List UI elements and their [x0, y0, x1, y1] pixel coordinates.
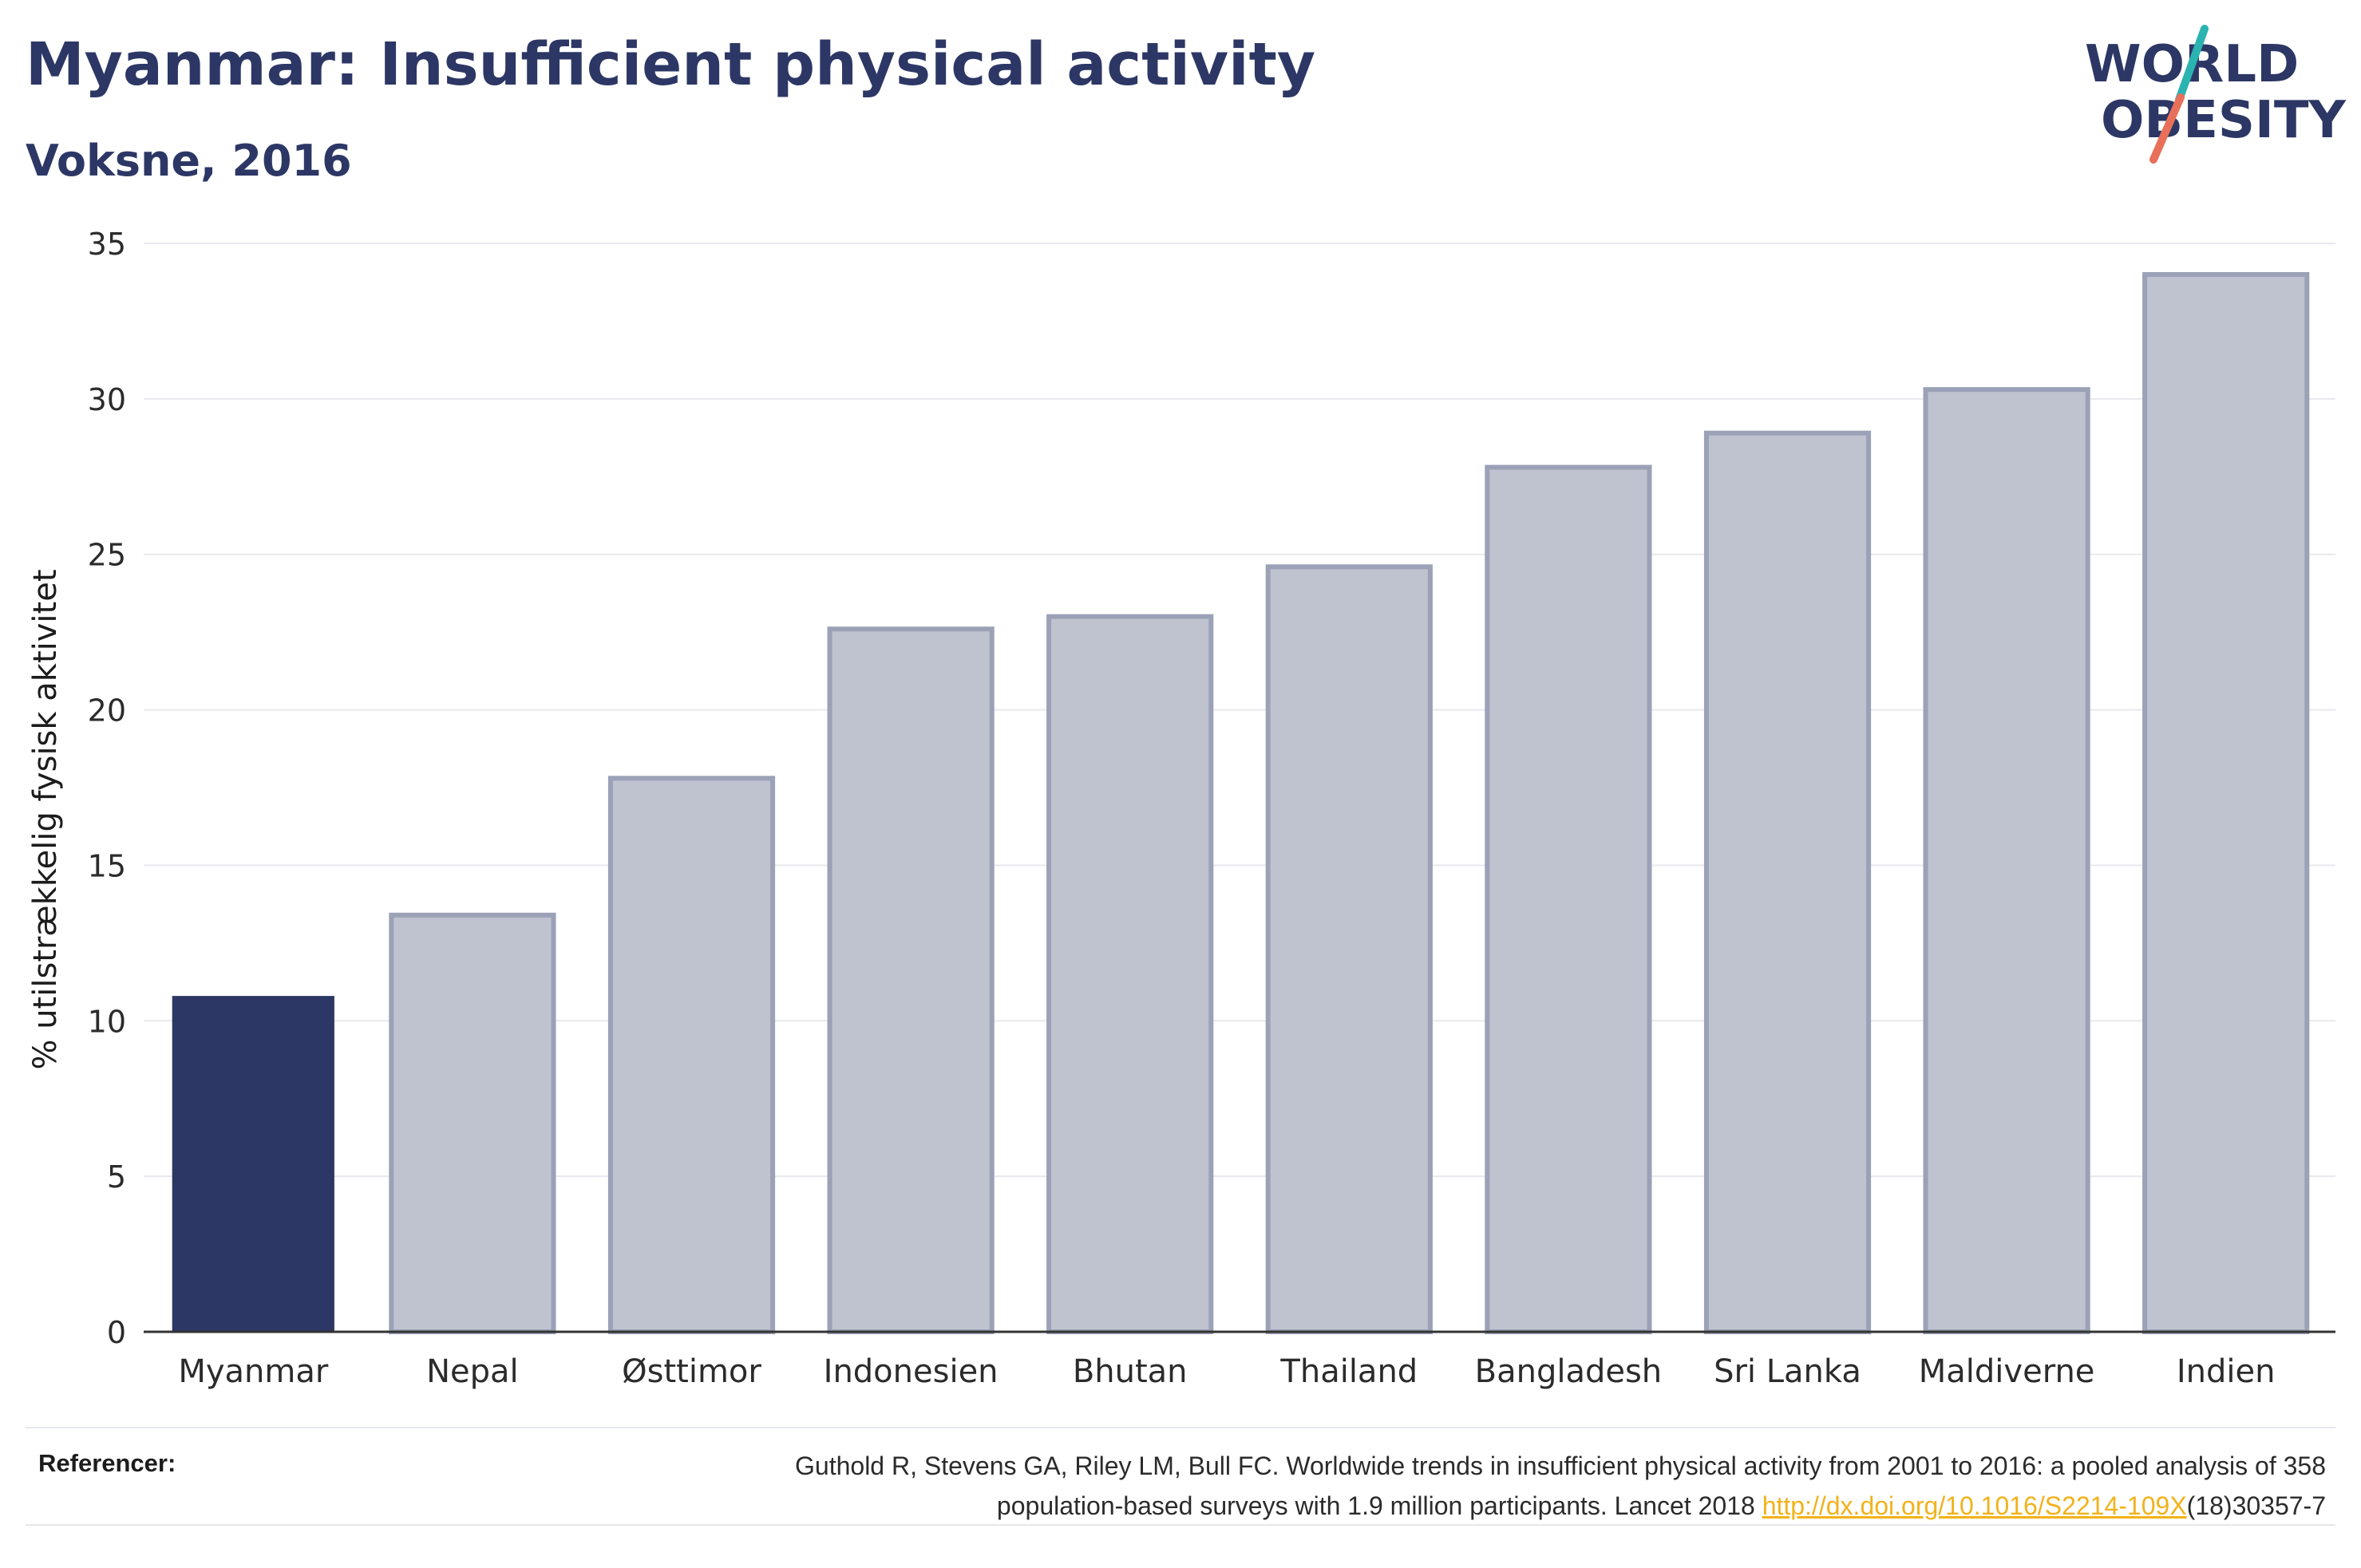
bar-indonesien	[827, 626, 995, 1334]
chart-title: Myanmar: Insufficient physical activity	[26, 30, 1316, 99]
bar-bhutan	[1046, 614, 1214, 1334]
reference-line-1: Guthold R, Stevens GA, Riley LM, Bull FC…	[795, 1451, 2326, 1480]
chart-subtitle: Voksne, 2016	[26, 136, 352, 186]
bar-thailand	[1265, 564, 1433, 1334]
x-tick-label: Thailand	[1279, 1353, 1418, 1390]
logo-slash-red	[2149, 93, 2185, 164]
x-tick-label: Bhutan	[1073, 1353, 1188, 1390]
x-tick-label: Østtimor	[622, 1353, 761, 1390]
bar-sri-lanka	[1703, 430, 1872, 1334]
bar-chart: 0 5 10 15 20 25 30 35 Myanmar Nepal Østtimor Indone…	[27, 227, 2335, 1390]
bar-myanmar	[172, 996, 334, 1332]
bar-layer	[172, 271, 2310, 1335]
reference-line-2: population-based surveys with 1.9 millio…	[996, 1491, 1762, 1520]
bar-bangladesh	[1485, 464, 1652, 1335]
x-tick-label: Indien	[2177, 1353, 2276, 1390]
y-tick-label: 0	[107, 1315, 126, 1350]
x-tick-label: Nepal	[426, 1353, 519, 1390]
world-obesity-logo: WORLD OBESITY	[2085, 25, 2346, 164]
y-axis-label: % utilstrækkelig fysisk aktivitet	[27, 569, 64, 1069]
x-tick-label: Bangladesh	[1475, 1353, 1663, 1390]
y-tick-label: 30	[88, 382, 126, 417]
y-tick-label: 20	[88, 693, 126, 729]
references-label: Referencer:	[38, 1449, 176, 1477]
y-tick-label: 15	[88, 848, 126, 883]
x-tick-label: Sri Lanka	[1714, 1353, 1861, 1390]
y-tick-label: 10	[88, 1004, 126, 1039]
bar-østtimor	[607, 776, 776, 1334]
reference-line-3: (18)30357-7	[2186, 1491, 2326, 1520]
bar-nepal	[389, 912, 556, 1334]
axis-layer: 0 5 10 15 20 25 30 35 Myanmar Nepal Østtimor Indone…	[88, 227, 2335, 1390]
logo-slash-teal	[2175, 25, 2209, 104]
logo-word-obesity: OBESITY	[2101, 91, 2346, 150]
footer-divider-bottom	[26, 1524, 2335, 1526]
footer-divider-top	[26, 1427, 2335, 1428]
x-tick-label: Indonesien	[824, 1353, 999, 1390]
bar-maldiverne	[1923, 387, 2090, 1334]
x-tick-label: Myanmar	[178, 1353, 329, 1390]
reference-doi-link[interactable]: http://dx.doi.org/10.1016/S2214-109X	[1762, 1491, 2187, 1520]
x-tick-label: Maldiverne	[1919, 1353, 2095, 1390]
references-text: Guthold R, Stevens GA, Riley LM, Bull FC…	[490, 1446, 2326, 1526]
y-tick-label: 25	[88, 538, 126, 573]
bar-indien	[2142, 271, 2310, 1334]
y-tick-label: 35	[88, 227, 126, 262]
y-tick-label: 5	[107, 1159, 126, 1195]
